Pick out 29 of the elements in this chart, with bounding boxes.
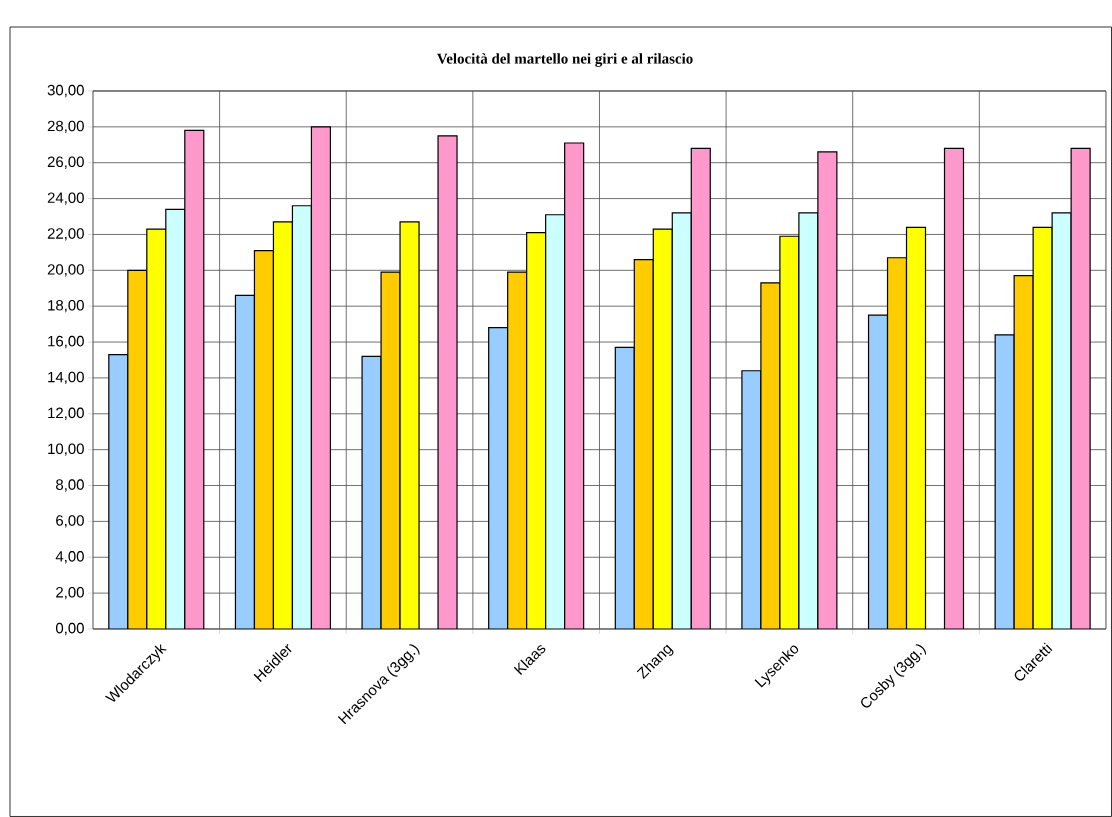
- y-tick-label: 22,00: [47, 228, 84, 241]
- y-tick-label: 12,00: [48, 407, 84, 420]
- y-tick-label: 30,00: [47, 84, 84, 98]
- y-tick-label: 0,00: [55, 622, 84, 636]
- bar: [108, 354, 129, 629]
- bar: [127, 269, 148, 629]
- bar: [886, 257, 908, 629]
- y-tick-label: 2,00: [56, 586, 84, 600]
- y-tick-label: 26,00: [47, 156, 84, 169]
- bar: [507, 271, 528, 629]
- y-tick-label: 10,00: [48, 443, 84, 456]
- y-tick-label: 8,00: [56, 479, 84, 492]
- bar: [253, 249, 275, 629]
- bar: [633, 258, 654, 629]
- y-tick-label: 4,00: [55, 551, 84, 564]
- bar: [614, 346, 635, 629]
- y-tick-label: 6,00: [56, 515, 84, 528]
- chart-title: Velocità del martello nei giri e al rilascio: [437, 53, 693, 67]
- y-tick-label: 28,00: [47, 120, 84, 134]
- bar: [488, 327, 509, 629]
- y-tick-label: 24,00: [47, 192, 84, 205]
- bar: [943, 147, 965, 629]
- bar: [234, 294, 256, 629]
- y-tick-label: 20,00: [47, 264, 84, 277]
- y-tick-label: 16,00: [48, 335, 84, 349]
- y-tick-label: 18,00: [48, 300, 84, 313]
- bar: [437, 135, 458, 629]
- y-tick-label: 14,00: [48, 371, 84, 385]
- bar: [867, 314, 889, 629]
